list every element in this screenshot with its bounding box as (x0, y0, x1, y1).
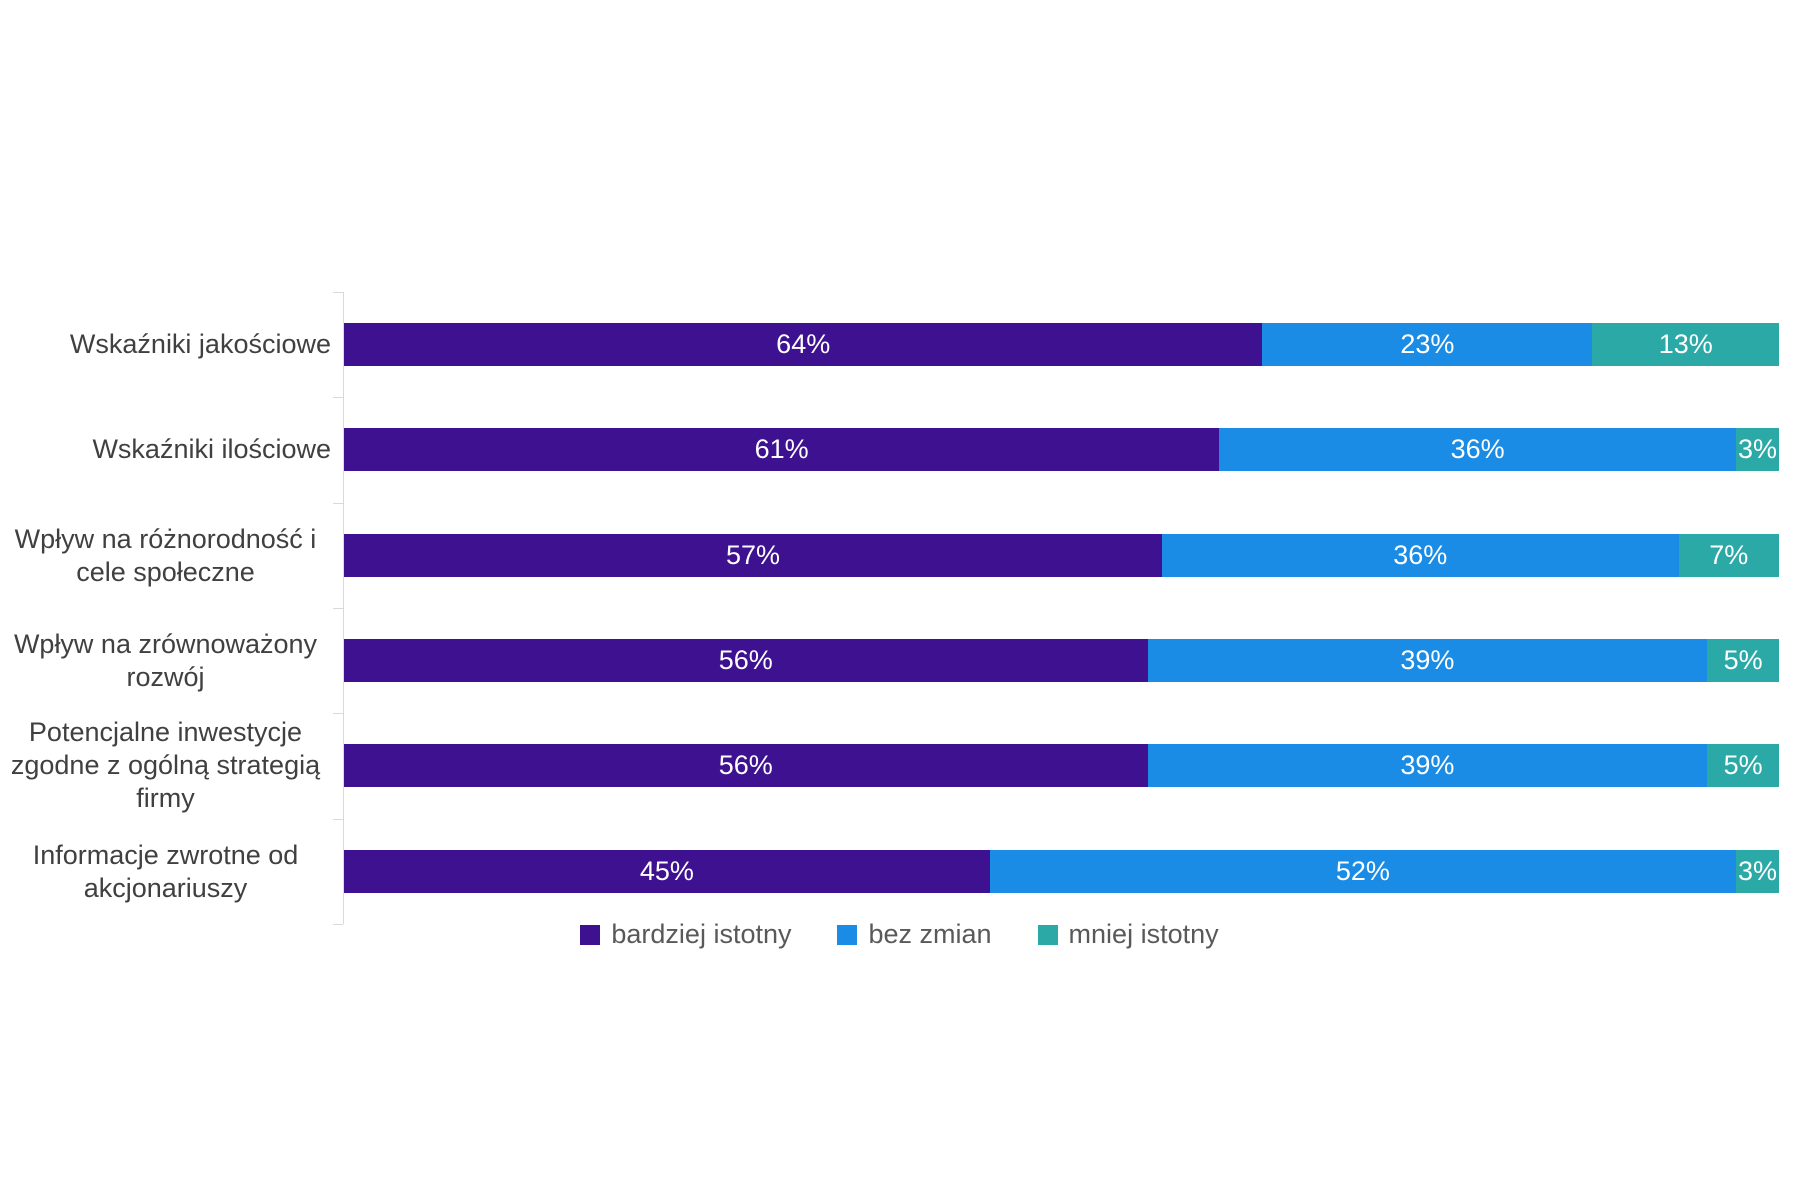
category-label-text: Wskaźniki ilościowe (92, 434, 331, 464)
category-label-text: Wskaźniki jakościowe (69, 329, 331, 359)
value-label: 36% (1450, 434, 1505, 464)
bar-segment-mniej-istotny: 3% (1735, 428, 1779, 471)
bar-segment-bardziej-istotny: 61% (344, 428, 1220, 471)
bar-row: 56% 39% 5% (344, 639, 1779, 682)
category-axis-line (343, 292, 344, 924)
category-label-text: Informacje zwrotne od akcjonariuszy (32, 839, 299, 903)
axis-tick (333, 503, 343, 504)
legend-swatch-icon (1037, 924, 1058, 945)
bar-segment-mniej-istotny: 7% (1678, 534, 1779, 577)
value-label: 36% (1393, 540, 1448, 570)
category-label: Wpływ na zrównoważony rozwój (0, 608, 331, 713)
value-label: 56% (718, 645, 773, 675)
category-label: Wpływ na różnorodność i cele społeczne (0, 503, 331, 608)
legend-label: mniej istotny (1068, 919, 1219, 949)
bar-segment-mniej-istotny: 5% (1707, 744, 1779, 787)
bar-row: 56% 39% 5% (344, 744, 1779, 787)
bar-segment-bardziej-istotny: 56% (344, 639, 1148, 682)
category-label: Wskaźniki jakościowe (0, 292, 331, 397)
value-label: 39% (1400, 645, 1455, 675)
legend-label: bez zmian (868, 919, 992, 949)
value-label: 39% (1400, 750, 1455, 780)
legend-label: bardziej istotny (611, 919, 792, 949)
legend-swatch-icon (580, 924, 601, 945)
bar-segment-bardziej-istotny: 45% (344, 850, 990, 893)
bar-segment-bez-zmian: 39% (1147, 744, 1708, 787)
bar-segment-bardziej-istotny: 64% (344, 323, 1263, 366)
bar-segment-bez-zmian: 36% (1219, 428, 1736, 471)
axis-tick (333, 397, 343, 398)
bar-row: 64% 23% 13% (344, 323, 1779, 366)
legend-item-bardziej-istotny: bardziej istotny (580, 919, 791, 950)
value-label: 5% (1723, 645, 1763, 675)
value-label: 13% (1658, 329, 1713, 359)
axis-tick (333, 924, 343, 925)
bar-segment-bardziej-istotny: 57% (344, 534, 1162, 577)
value-label: 3% (1737, 434, 1777, 464)
axis-tick (333, 713, 343, 714)
legend: bardziej istotny bez zmian mniej istotny (0, 919, 1799, 950)
category-label-text: Potencjalne inwestycje zgodne z ogólną s… (10, 717, 321, 813)
value-label: 7% (1709, 540, 1749, 570)
bar-row: 45% 52% 3% (344, 850, 1779, 893)
value-label: 45% (639, 856, 694, 886)
value-label: 57% (725, 540, 780, 570)
category-label: Informacje zwrotne od akcjonariuszy (0, 819, 331, 924)
value-label: 3% (1737, 856, 1777, 886)
bar-segment-bez-zmian: 39% (1147, 639, 1708, 682)
value-label: 64% (776, 329, 831, 359)
bar-row: 57% 36% 7% (344, 534, 1779, 577)
bar-segment-bez-zmian: 23% (1262, 323, 1593, 366)
value-label: 52% (1335, 856, 1390, 886)
category-label-text: Wpływ na różnorodność i cele społeczne (14, 523, 317, 587)
value-label: 56% (718, 750, 773, 780)
value-label: 23% (1400, 329, 1455, 359)
axis-tick (333, 292, 343, 293)
bar-row: 61% 36% 3% (344, 428, 1779, 471)
bar-segment-mniej-istotny: 5% (1707, 639, 1779, 682)
legend-item-bez-zmian: bez zmian (837, 919, 992, 950)
value-label: 61% (754, 434, 809, 464)
legend-item-mniej-istotny: mniej istotny (1037, 919, 1219, 950)
axis-tick (333, 819, 343, 820)
bar-segment-bez-zmian: 36% (1161, 534, 1679, 577)
legend-swatch-icon (837, 924, 858, 945)
category-label-text: Wpływ na zrównoważony rozwój (13, 628, 318, 692)
bar-segment-mniej-istotny: 3% (1735, 850, 1779, 893)
category-label: Potencjalne inwestycje zgodne z ogólną s… (0, 713, 331, 818)
bar-segment-bardziej-istotny: 56% (344, 744, 1148, 787)
bar-segment-mniej-istotny: 13% (1592, 323, 1779, 366)
axis-tick (333, 608, 343, 609)
category-label: Wskaźniki ilościowe (0, 397, 331, 502)
bar-segment-bez-zmian: 52% (989, 850, 1736, 893)
value-label: 5% (1723, 750, 1763, 780)
